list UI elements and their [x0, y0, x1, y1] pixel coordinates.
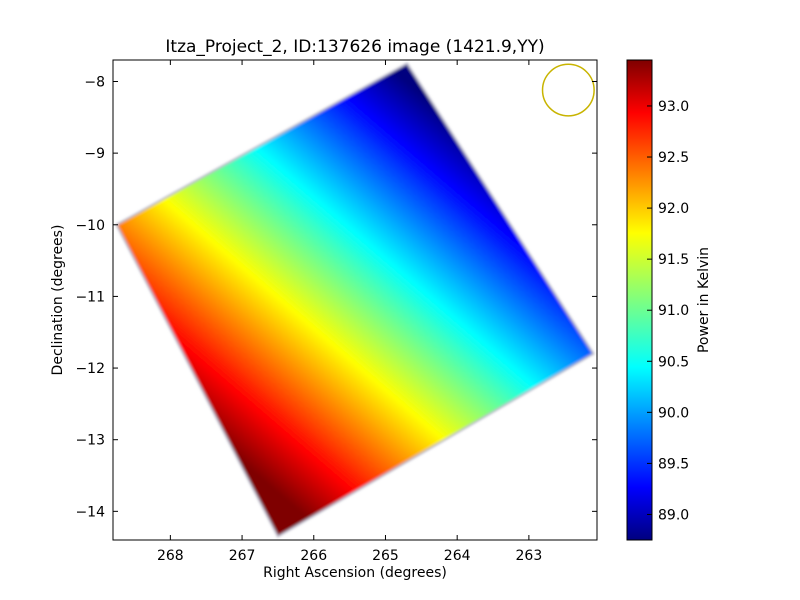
colorbar-label: Power in Kelvin	[696, 247, 712, 353]
y-tick-label: −9	[84, 146, 105, 162]
colorbar-tick-label: 89.0	[658, 507, 689, 523]
plot-area	[115, 62, 595, 538]
beam-circle	[541, 63, 595, 117]
x-tick-label: 266	[300, 548, 327, 564]
y-axis-label: Declination (degrees)	[50, 225, 66, 376]
y-tick-label: −10	[75, 218, 105, 234]
x-tick-label: 263	[516, 548, 543, 564]
colorbar-tick-label: 89.5	[658, 456, 689, 472]
colorbar-tick-label: 93.0	[658, 99, 689, 115]
colorbar: 89.0 89.5 90.0 90.5 91.0 91.5 92.0 92.5 93.0 Pow…	[626, 59, 712, 541]
x-tick-label: 267	[229, 548, 256, 564]
colorbar-tick-label: 92.0	[658, 201, 689, 217]
x-axis-ticks: 268 267 266 265 264 263	[157, 60, 542, 564]
colorbar-tick-label: 91.5	[658, 252, 689, 268]
colorbar-tick-label: 90.0	[658, 405, 689, 421]
y-axis-ticks: −8 −9 −10 −11 −12 −13 −14	[75, 74, 597, 520]
y-tick-label: −13	[75, 433, 105, 449]
colorbar-ticks: 89.0 89.5 90.0 90.5 91.0 91.5 92.0 92.5 93.0	[647, 99, 689, 523]
sky-map-region	[115, 62, 595, 538]
colorbar-tick-label: 92.5	[658, 150, 689, 166]
x-tick-label: 268	[157, 548, 184, 564]
x-tick-label: 264	[444, 548, 471, 564]
y-tick-label: −12	[75, 361, 105, 377]
colorbar-tick-label: 91.0	[658, 303, 689, 319]
y-tick-label: −8	[84, 74, 105, 90]
colorbar-tick-label: 90.5	[658, 354, 689, 370]
colorbar-scale	[627, 60, 652, 540]
x-axis-label: Right Ascension (degrees)	[263, 565, 447, 581]
y-tick-label: −11	[75, 289, 105, 305]
colorbar-frame	[626, 59, 653, 541]
plot-frame	[112, 59, 598, 541]
x-tick-label: 265	[372, 548, 399, 564]
chart-title: Itza_Project_2, ID:137626 image (1421.9,…	[165, 37, 544, 57]
y-tick-label: −14	[75, 504, 105, 520]
